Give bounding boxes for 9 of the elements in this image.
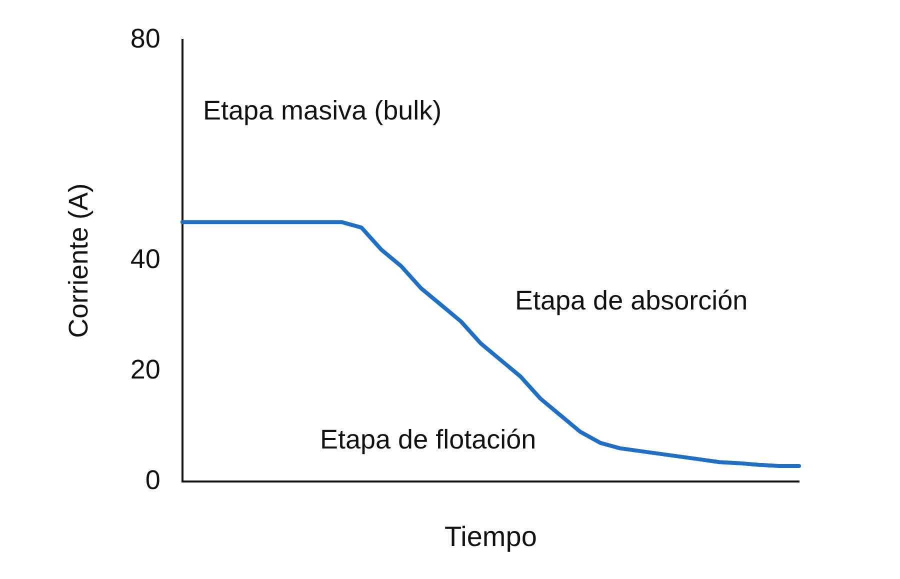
y-tick-label: 0 xyxy=(145,464,160,495)
annotation: Etapa de absorción xyxy=(515,285,748,316)
y-axis-title: Corriente (A) xyxy=(64,183,94,338)
annotation: Etapa de flotación xyxy=(320,424,536,454)
y-tick-label: 20 xyxy=(130,354,160,385)
x-axis-title: Tiempo xyxy=(444,520,537,552)
y-tick-label: 80 xyxy=(130,23,160,54)
annotation: Etapa masiva (bulk) xyxy=(203,95,442,126)
y-tick-label: 40 xyxy=(130,244,160,274)
